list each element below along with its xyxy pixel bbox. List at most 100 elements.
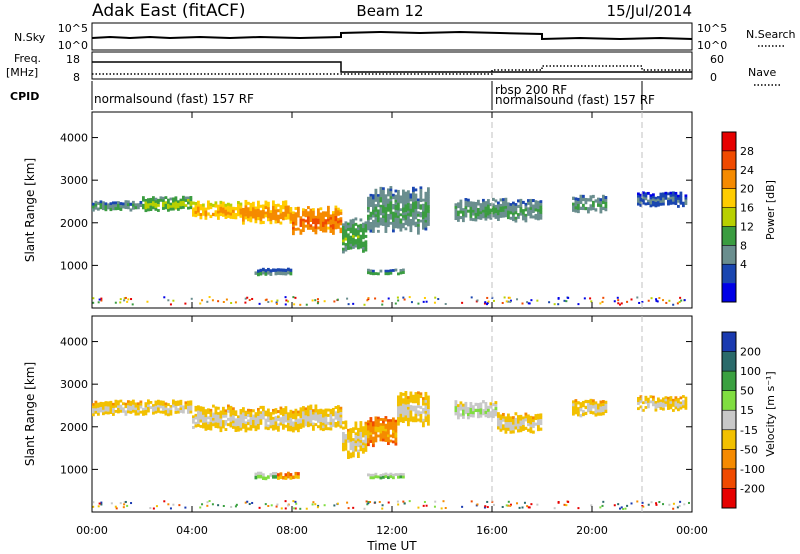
heatmap-cell bbox=[587, 405, 590, 410]
heatmap-cell bbox=[124, 205, 128, 210]
heatmap-cell bbox=[492, 197, 495, 201]
heatmap-cell bbox=[424, 405, 428, 409]
velocity-colorbar-label: Velocity [m s⁻¹] bbox=[764, 371, 777, 456]
heatmap-cell bbox=[229, 212, 233, 216]
heatmap-cell bbox=[194, 213, 198, 218]
heatmap-cell bbox=[427, 403, 430, 407]
heatmap-cell bbox=[419, 204, 423, 208]
heatmap-cell bbox=[404, 191, 408, 195]
heatmap-cell bbox=[277, 214, 280, 218]
heatmap-cell bbox=[322, 224, 325, 228]
heatmap-cell bbox=[382, 436, 385, 439]
heatmap-cell bbox=[604, 201, 608, 206]
heatmap-cell bbox=[342, 242, 345, 246]
heatmap-cell bbox=[307, 416, 310, 420]
heatmap-cell bbox=[372, 473, 375, 477]
heatmap-cell bbox=[529, 424, 533, 428]
heatmap-cell bbox=[312, 218, 315, 222]
radar-title: Adak East (fitACF) bbox=[92, 1, 246, 21]
heatmap-cell bbox=[497, 217, 500, 221]
heatmap-cell bbox=[254, 425, 258, 429]
heatmap-cell bbox=[494, 215, 498, 219]
heatmap-cell bbox=[529, 415, 533, 419]
heatmap-cell bbox=[654, 406, 658, 409]
heatmap-cell bbox=[667, 192, 670, 196]
heatmap-cell bbox=[377, 229, 380, 233]
heatmap-cell bbox=[655, 503, 658, 506]
heatmap-cell bbox=[232, 417, 235, 421]
heatmap-cell bbox=[384, 272, 388, 276]
heatmap-cell bbox=[389, 186, 393, 189]
heatmap-cell bbox=[372, 444, 375, 448]
heatmap-cell bbox=[389, 424, 393, 428]
heatmap-cell bbox=[319, 215, 323, 219]
heatmap-cell bbox=[309, 226, 313, 230]
heatmap-cell bbox=[404, 415, 408, 419]
heatmap-cell bbox=[302, 416, 305, 420]
heatmap-cell bbox=[467, 413, 470, 417]
heatmap-cell bbox=[169, 303, 172, 306]
heatmap-cell bbox=[387, 424, 390, 428]
heatmap-cell bbox=[97, 201, 100, 205]
heatmap-cell bbox=[157, 409, 160, 413]
heatmap-cell bbox=[349, 438, 353, 442]
heatmap-cell bbox=[522, 211, 525, 215]
heatmap-cell bbox=[307, 221, 310, 225]
heatmap-cell bbox=[389, 426, 393, 430]
heatmap-cell bbox=[407, 423, 410, 427]
heatmap-cell bbox=[379, 197, 383, 200]
heatmap-cell bbox=[352, 245, 355, 249]
heatmap-cell bbox=[229, 416, 233, 420]
heatmap-cell bbox=[109, 205, 113, 209]
heatmap-cell bbox=[227, 208, 230, 212]
heatmap-cell bbox=[131, 303, 134, 306]
heatmap-cell bbox=[404, 212, 408, 215]
y-tick-label: 1000 bbox=[60, 463, 88, 476]
heatmap-cell bbox=[282, 211, 285, 215]
heatmap-cell bbox=[339, 227, 343, 231]
heatmap-cell bbox=[417, 201, 420, 204]
heatmap-cell bbox=[422, 203, 425, 207]
heatmap-cell bbox=[272, 411, 275, 415]
heatmap-cell bbox=[252, 209, 255, 214]
heatmap-cell bbox=[119, 298, 122, 301]
heatmap-cell bbox=[381, 303, 384, 306]
heatmap-cell bbox=[159, 402, 163, 406]
heatmap-cell bbox=[132, 200, 135, 205]
heatmap-cell bbox=[504, 422, 508, 426]
heatmap-cell bbox=[114, 301, 117, 304]
heatmap-cell bbox=[419, 392, 423, 396]
heatmap-cell bbox=[199, 414, 203, 418]
heatmap-cell bbox=[357, 238, 360, 242]
heatmap-cell bbox=[372, 194, 375, 198]
heatmap-cell bbox=[684, 202, 688, 205]
heatmap-cell bbox=[264, 410, 268, 414]
heatmap-cell bbox=[332, 423, 335, 427]
heatmap-cell bbox=[139, 403, 143, 406]
heatmap-cell bbox=[667, 202, 670, 206]
heatmap-cell bbox=[382, 220, 385, 224]
heatmap-cell bbox=[144, 204, 148, 207]
colorbar-swatch bbox=[722, 429, 736, 450]
heatmap-cell bbox=[497, 209, 500, 213]
heatmap-cell bbox=[509, 208, 513, 212]
heatmap-cell bbox=[329, 408, 333, 412]
heatmap-cell bbox=[589, 195, 593, 199]
heatmap-cell bbox=[147, 409, 150, 413]
heatmap-cell bbox=[92, 403, 95, 406]
heatmap-cell bbox=[107, 409, 110, 412]
heatmap-cell bbox=[497, 201, 500, 205]
heatmap-cell bbox=[537, 206, 540, 210]
heatmap-cell bbox=[620, 302, 623, 305]
heatmap-cell bbox=[397, 299, 400, 302]
heatmap-cell bbox=[518, 506, 521, 509]
heatmap-cell bbox=[677, 400, 680, 404]
heatmap-cell bbox=[119, 202, 123, 206]
heatmap-cell bbox=[392, 427, 395, 431]
heatmap-cell bbox=[425, 300, 428, 303]
heatmap-cell bbox=[112, 201, 115, 205]
heatmap-cell bbox=[359, 229, 363, 233]
heatmap-cell bbox=[346, 501, 349, 504]
heatmap-cell bbox=[394, 473, 398, 476]
heatmap-cell bbox=[402, 207, 405, 211]
